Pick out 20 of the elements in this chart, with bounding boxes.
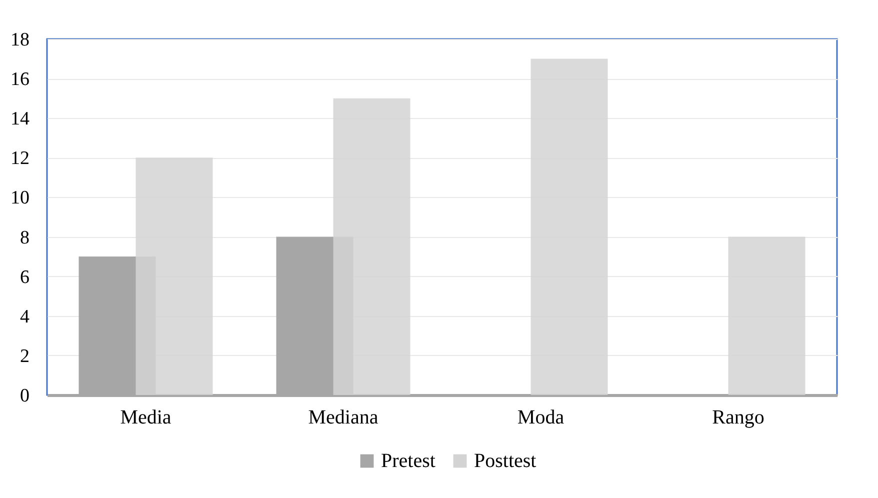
bar xyxy=(136,158,213,395)
x-tick-label: Moda xyxy=(517,406,564,428)
bar xyxy=(333,98,410,395)
y-tick-label: 14 xyxy=(10,108,30,130)
y-tick-label: 0 xyxy=(20,386,30,406)
y-tick-label: 8 xyxy=(20,227,30,248)
bar xyxy=(728,236,806,395)
y-tick-label: 6 xyxy=(20,266,30,288)
y-tick-label: 16 xyxy=(10,69,30,90)
x-tick-label: Media xyxy=(120,406,172,428)
y-tick-label: 12 xyxy=(10,148,30,170)
legend-label: Posttest xyxy=(474,450,537,472)
x-tick-label: Rango xyxy=(712,406,764,428)
y-tick-label: 10 xyxy=(10,188,30,209)
y-tick-label: 2 xyxy=(20,346,30,367)
legend-label: Pretest xyxy=(381,450,436,472)
bar xyxy=(530,58,608,395)
y-tick-label: 4 xyxy=(20,306,30,328)
x-tick-label: Mediana xyxy=(308,406,378,428)
y-tick-label: 18 xyxy=(10,30,30,50)
